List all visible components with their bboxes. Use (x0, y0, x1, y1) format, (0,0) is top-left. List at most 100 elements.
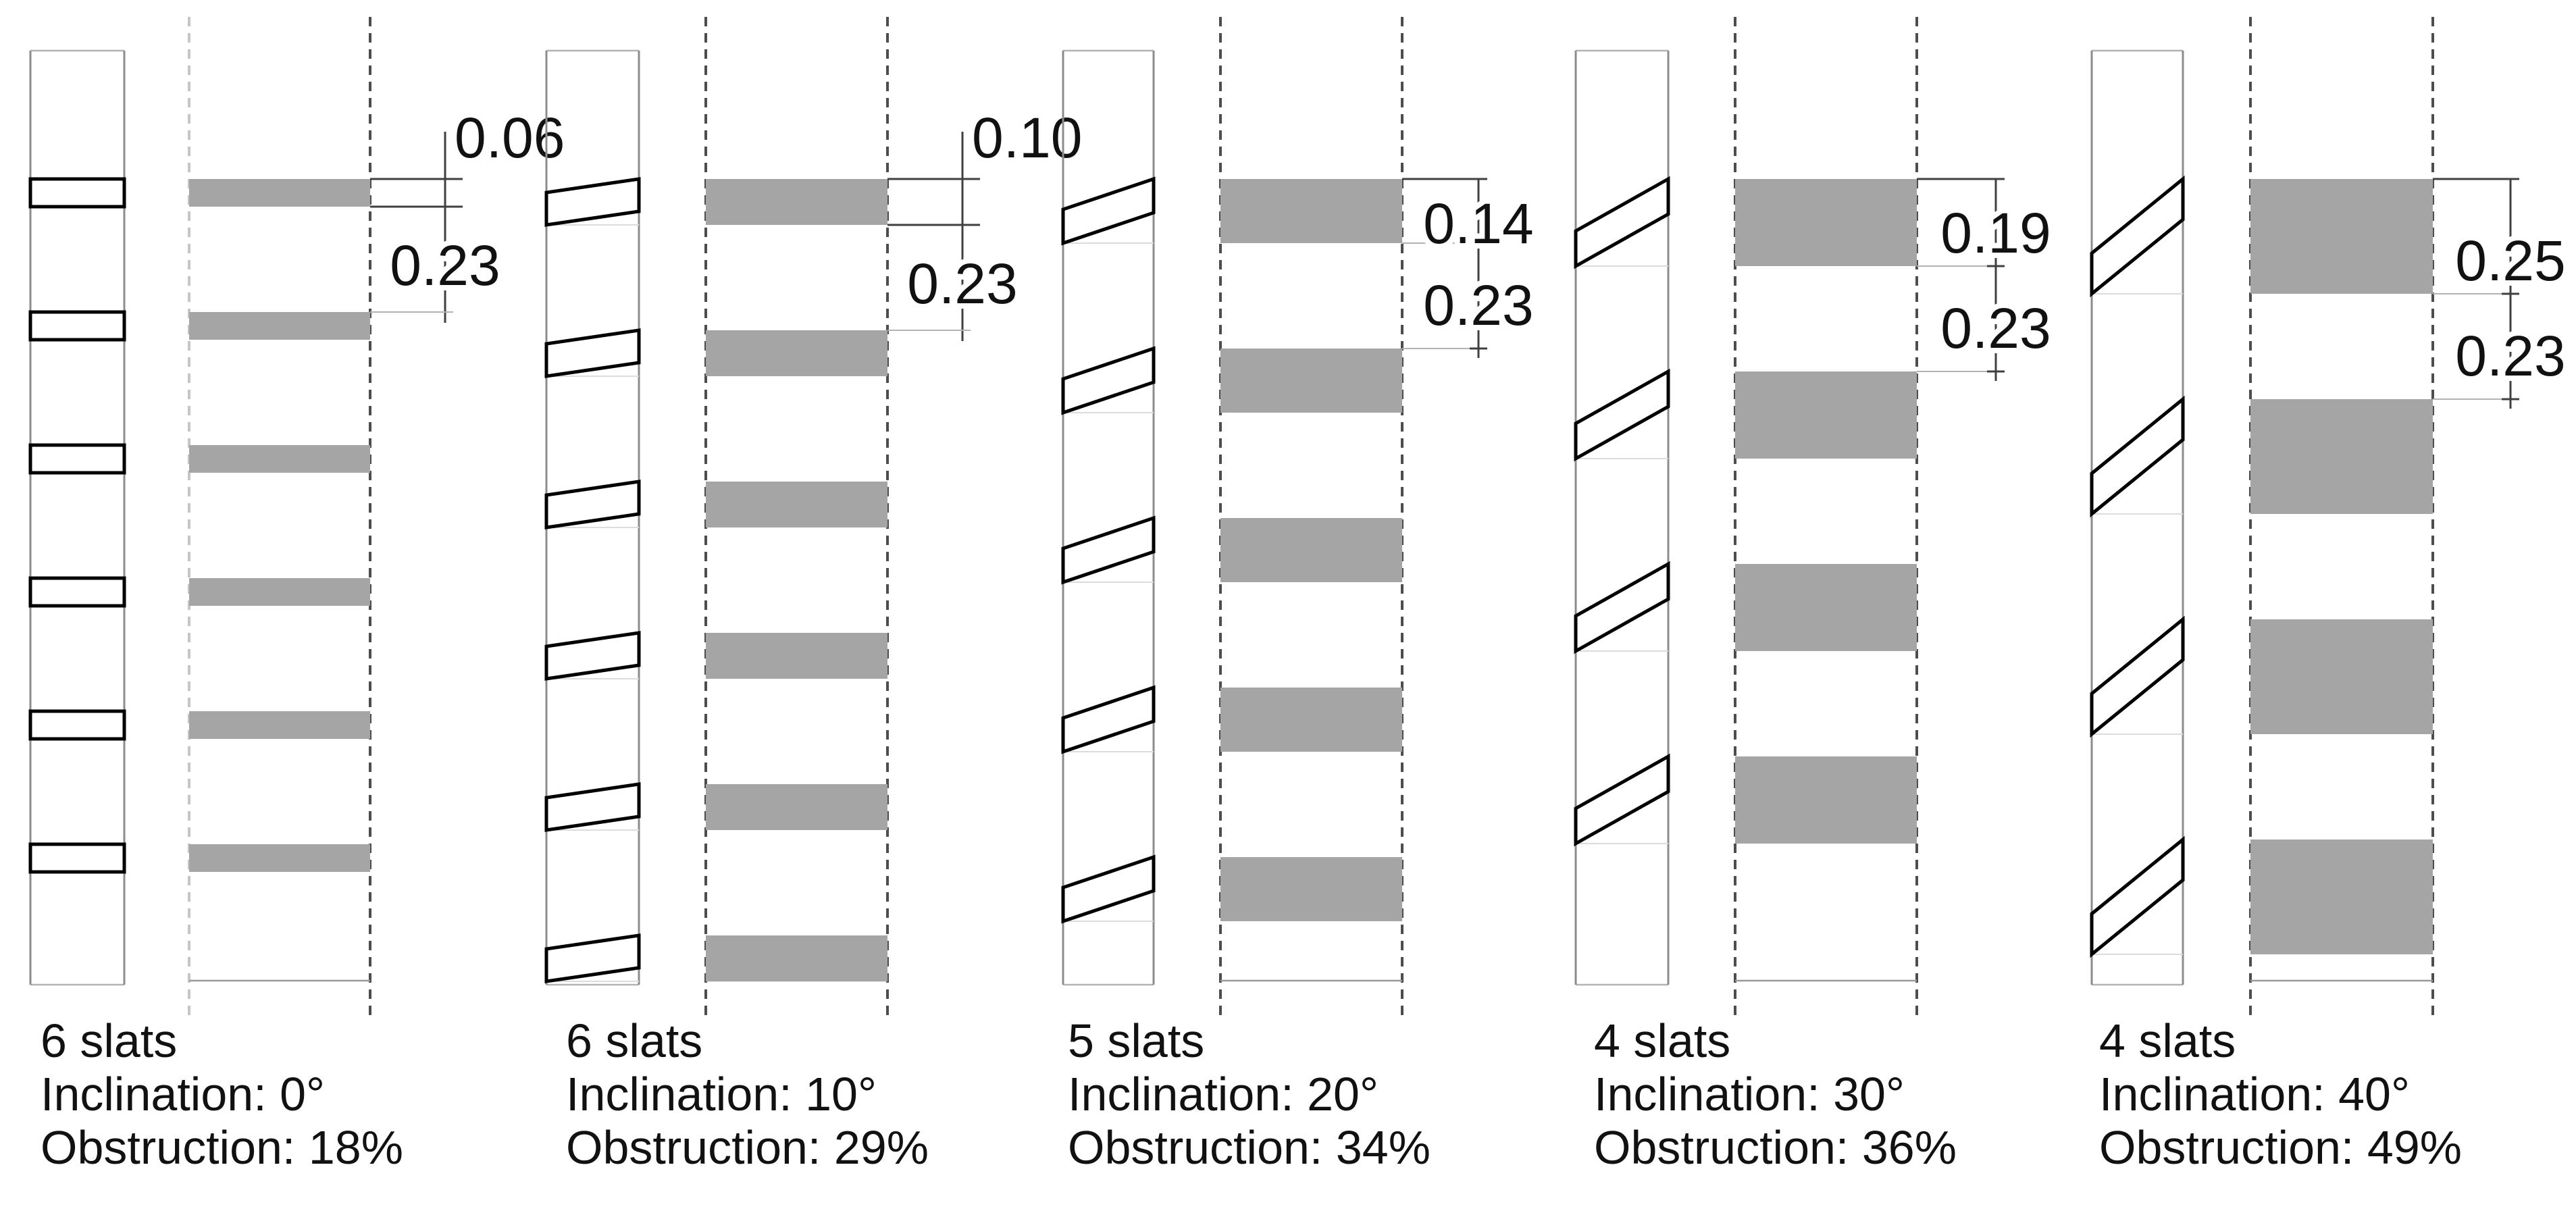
slat (544, 631, 641, 681)
panel-caption-3: 5 slats Inclination: 20° Obstruction: 34… (1068, 1014, 1431, 1175)
projection-band (2249, 17, 2434, 1016)
dim-thickness-label: 0.19 (1940, 201, 2051, 265)
obstruction-bar (2250, 399, 2433, 514)
slat (28, 177, 126, 209)
projection-band (1219, 17, 1403, 1016)
dim-thickness-label: 0.25 (2455, 229, 2566, 292)
obstruction-bar (706, 935, 887, 981)
obstruction-bar (706, 330, 887, 376)
dim-thickness-label: 0.14 (1423, 192, 1534, 255)
slat (1574, 176, 1670, 269)
dimension-annotation: 0.06 0.23 (370, 101, 571, 323)
obstruction-bar (189, 711, 370, 739)
dimension-annotation: 0.10 0.23 (887, 101, 1088, 341)
dim-gap-label: 0.23 (907, 252, 1018, 315)
slat (544, 328, 641, 378)
obstruction-bar (1220, 688, 1402, 752)
dimension-annotation: 0.14 0.23 (1402, 178, 1539, 358)
slat (2090, 395, 2185, 518)
slat (1061, 515, 1156, 585)
slat-column (1061, 49, 1156, 986)
obstruction-bar (706, 482, 887, 527)
slat (2090, 615, 2185, 738)
caption-obstruction: Obstruction: 49% (2099, 1121, 2462, 1174)
panel-caption-4: 4 slats Inclination: 30° Obstruction: 36… (1594, 1014, 1957, 1175)
panel-caption-1: 6 slats Inclination: 0° Obstruction: 18% (41, 1014, 403, 1175)
slat-column (1574, 49, 1670, 986)
panel-caption-5: 4 slats Inclination: 40° Obstruction: 49… (2099, 1014, 2462, 1175)
slat (2090, 835, 2185, 958)
dim-gap-label: 0.23 (1423, 274, 1534, 337)
slat (544, 782, 641, 832)
obstruction-bar (189, 844, 370, 872)
obstruction-bar (189, 578, 370, 606)
slat (28, 576, 126, 608)
caption-inclination: Inclination: 40° (2099, 1068, 2410, 1120)
dimension-annotation: 0.25 0.23 (2433, 178, 2571, 409)
dim-gap-label: 0.23 (1940, 296, 2051, 360)
caption-inclination: Inclination: 0° (41, 1068, 326, 1120)
slat (1061, 685, 1156, 754)
slat (1574, 561, 1670, 654)
slat-column (544, 49, 641, 986)
panel-3: 0.14 0.23 (1061, 17, 1539, 1016)
obstruction-bar (1735, 756, 1917, 844)
slat-column (28, 49, 126, 986)
obstruction-bar (1735, 371, 1917, 459)
obstruction-bar (189, 179, 370, 207)
dimension-annotation: 0.19 0.23 (1917, 178, 2057, 381)
slat (1061, 346, 1156, 415)
obstruction-bar (706, 633, 887, 679)
caption-slats: 6 slats (566, 1014, 703, 1067)
dim-gap-label: 0.23 (390, 234, 500, 297)
caption-inclination: Inclination: 30° (1594, 1068, 1905, 1120)
obstruction-bar (2250, 179, 2433, 294)
slat-column (2090, 49, 2185, 986)
obstruction-bar (189, 445, 370, 473)
dim-gap-label: 0.23 (2455, 324, 2566, 388)
obstruction-bar (2250, 619, 2433, 734)
caption-slats: 6 slats (41, 1014, 178, 1067)
caption-inclination: Inclination: 20° (1068, 1068, 1379, 1120)
slat (544, 480, 641, 530)
obstruction-bar (1220, 179, 1402, 243)
panel-2: 0.10 0.23 (544, 17, 1088, 1016)
dim-thickness-label: 0.06 (455, 106, 565, 170)
caption-slats: 4 slats (1594, 1014, 1731, 1067)
slat (1061, 176, 1156, 246)
projection-band (704, 17, 889, 1016)
caption-slats: 5 slats (1068, 1014, 1205, 1067)
slat (544, 177, 641, 227)
slat (2090, 175, 2185, 298)
caption-obstruction: Obstruction: 18% (41, 1121, 403, 1174)
panel-caption-2: 6 slats Inclination: 10° Obstruction: 29… (566, 1014, 929, 1175)
slat (28, 310, 126, 342)
obstruction-bar (1220, 518, 1402, 582)
obstruction-bar (189, 312, 370, 340)
slat (1061, 854, 1156, 924)
slat (544, 933, 641, 983)
obstruction-bar (706, 179, 887, 225)
slat (1574, 368, 1670, 462)
projection-band (1734, 17, 1918, 1016)
projection-band (188, 17, 371, 1016)
panel-4: 0.19 0.23 (1574, 17, 2057, 1016)
caption-inclination: Inclination: 10° (566, 1068, 877, 1120)
panel-1: 0.06 0.23 (28, 17, 571, 1016)
caption-slats: 4 slats (2099, 1014, 2236, 1067)
caption-obstruction: Obstruction: 36% (1594, 1121, 1957, 1174)
obstruction-bar (1220, 349, 1402, 413)
obstruction-bar (1220, 857, 1402, 921)
slat (1574, 753, 1670, 847)
slat (28, 709, 126, 741)
obstruction-bar (1735, 179, 1917, 266)
obstruction-bar (1735, 564, 1917, 651)
panel-5: 0.25 0.23 (2090, 17, 2571, 1016)
obstruction-bar (2250, 840, 2433, 954)
slat (28, 842, 126, 874)
caption-obstruction: Obstruction: 29% (566, 1121, 929, 1174)
obstruction-bar (706, 784, 887, 830)
slat (28, 443, 126, 475)
